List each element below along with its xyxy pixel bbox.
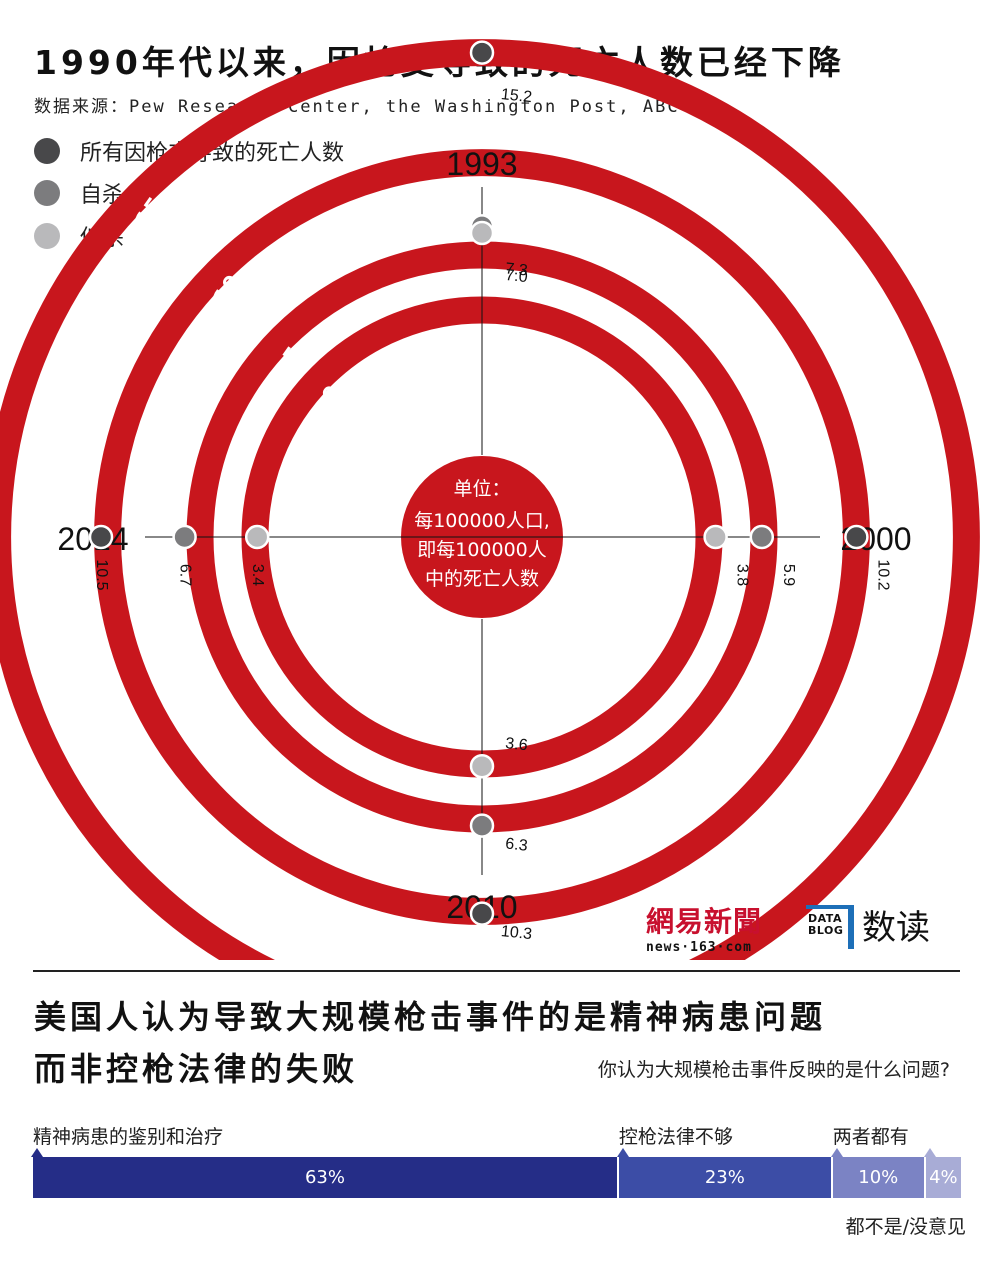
bar-segment-mental-health: 63% [33, 1157, 617, 1198]
legend-dot-all-icon [34, 138, 60, 164]
bar-tick-both [830, 1148, 843, 1157]
bar-value-both: 10% [858, 1167, 899, 1188]
survey-question: 你认为大规模枪击事件反映的是什么问题? [597, 1059, 950, 1081]
point-homicide-2010 [469, 753, 495, 779]
netease-news-logo: 網易新聞 news·163·com [646, 900, 762, 955]
value-label-all-2000: 10.2 [874, 559, 891, 590]
value-label-homicide-2014: 3.4 [249, 564, 266, 586]
point-suicide-2010 [469, 813, 495, 838]
section-divider [33, 970, 960, 972]
netease-logo-text: 網易新聞 [646, 905, 763, 938]
point-homicide-2000 [703, 524, 728, 550]
value-label-suicide-2000: 5.9 [780, 564, 797, 586]
point-all-2010 [469, 901, 495, 926]
value-label-homicide-1993: 7.0 [505, 267, 529, 286]
point-all-2014 [88, 524, 114, 550]
value-label-all-2014: 10.5 [93, 559, 110, 590]
data-source: 数据来源：Pew Research Center, the Washington… [34, 97, 680, 117]
bar-value-gun-law: 23% [704, 1167, 745, 1188]
year-label-1993: 1993 [446, 146, 517, 182]
center-text-line-1: 每100000人口, [414, 510, 550, 532]
value-label-homicide-2000: 3.8 [734, 564, 751, 586]
point-suicide-2014 [172, 524, 197, 550]
bar-segment-neither: 4% [925, 1157, 961, 1198]
center-text-line-3: 中的死亡人数 [425, 568, 539, 590]
center-text-line-0: 单位： [453, 478, 510, 500]
bar-tick-gun-law [616, 1148, 629, 1157]
value-label-all-2010: 10.3 [500, 923, 533, 943]
bar-value-neither: 4% [929, 1167, 958, 1188]
datablog-text-2: BLOG [808, 923, 844, 937]
value-label-all-1993: 15.2 [500, 86, 533, 106]
radial-chart: 151050199320002010201415.27.37.010.25.93… [0, 39, 980, 960]
netease-logo-url: news·163·com [646, 940, 752, 955]
datablog-cn-text: 数读 [862, 908, 930, 948]
point-suicide-2000 [749, 524, 775, 550]
value-label-suicide-2010: 6.3 [505, 836, 529, 855]
datablog-logo: DATA BLOG 数读 [806, 900, 930, 949]
value-label-suicide-2014: 6.7 [177, 564, 194, 586]
datablog-badge-icon: DATA BLOG [806, 904, 854, 949]
value-label-homicide-2010: 3.6 [505, 735, 529, 754]
bar-tick-neither [923, 1148, 936, 1157]
point-homicide-2014 [244, 524, 270, 550]
point-all-1993 [469, 40, 495, 65]
bar-segment-gun-law: 23% [618, 1157, 831, 1198]
bar-segment-both: 10% [832, 1157, 924, 1198]
bar-label-mental-health: 精神病患的鉴别和治疗 [33, 1126, 224, 1148]
bar-label-both: 两者都有 [832, 1126, 909, 1148]
center-text-line-2: 即每100000人 [417, 539, 547, 561]
point-homicide-1993 [469, 220, 495, 246]
bar-label-neither: 都不是/没意见 [845, 1216, 966, 1238]
bar-tick-mental-health [31, 1148, 43, 1157]
bar-value-mental-health: 63% [304, 1167, 345, 1188]
point-all-2000 [844, 524, 869, 550]
bar-chart-title-line-1: 美国人认为导致大规模枪击事件的是精神病患问题 [34, 998, 827, 1036]
datablog-text-1: DATA [808, 911, 842, 925]
bar-chart-title-line-2: 而非控枪法律的失败 [34, 1050, 359, 1088]
bar-label-gun-law: 控枪法律不够 [618, 1126, 733, 1148]
legend-dot-homicide-icon [34, 223, 60, 249]
value-label-suicide-1993: 7.3 [505, 260, 529, 279]
legend-dot-suicide-icon [34, 180, 60, 206]
